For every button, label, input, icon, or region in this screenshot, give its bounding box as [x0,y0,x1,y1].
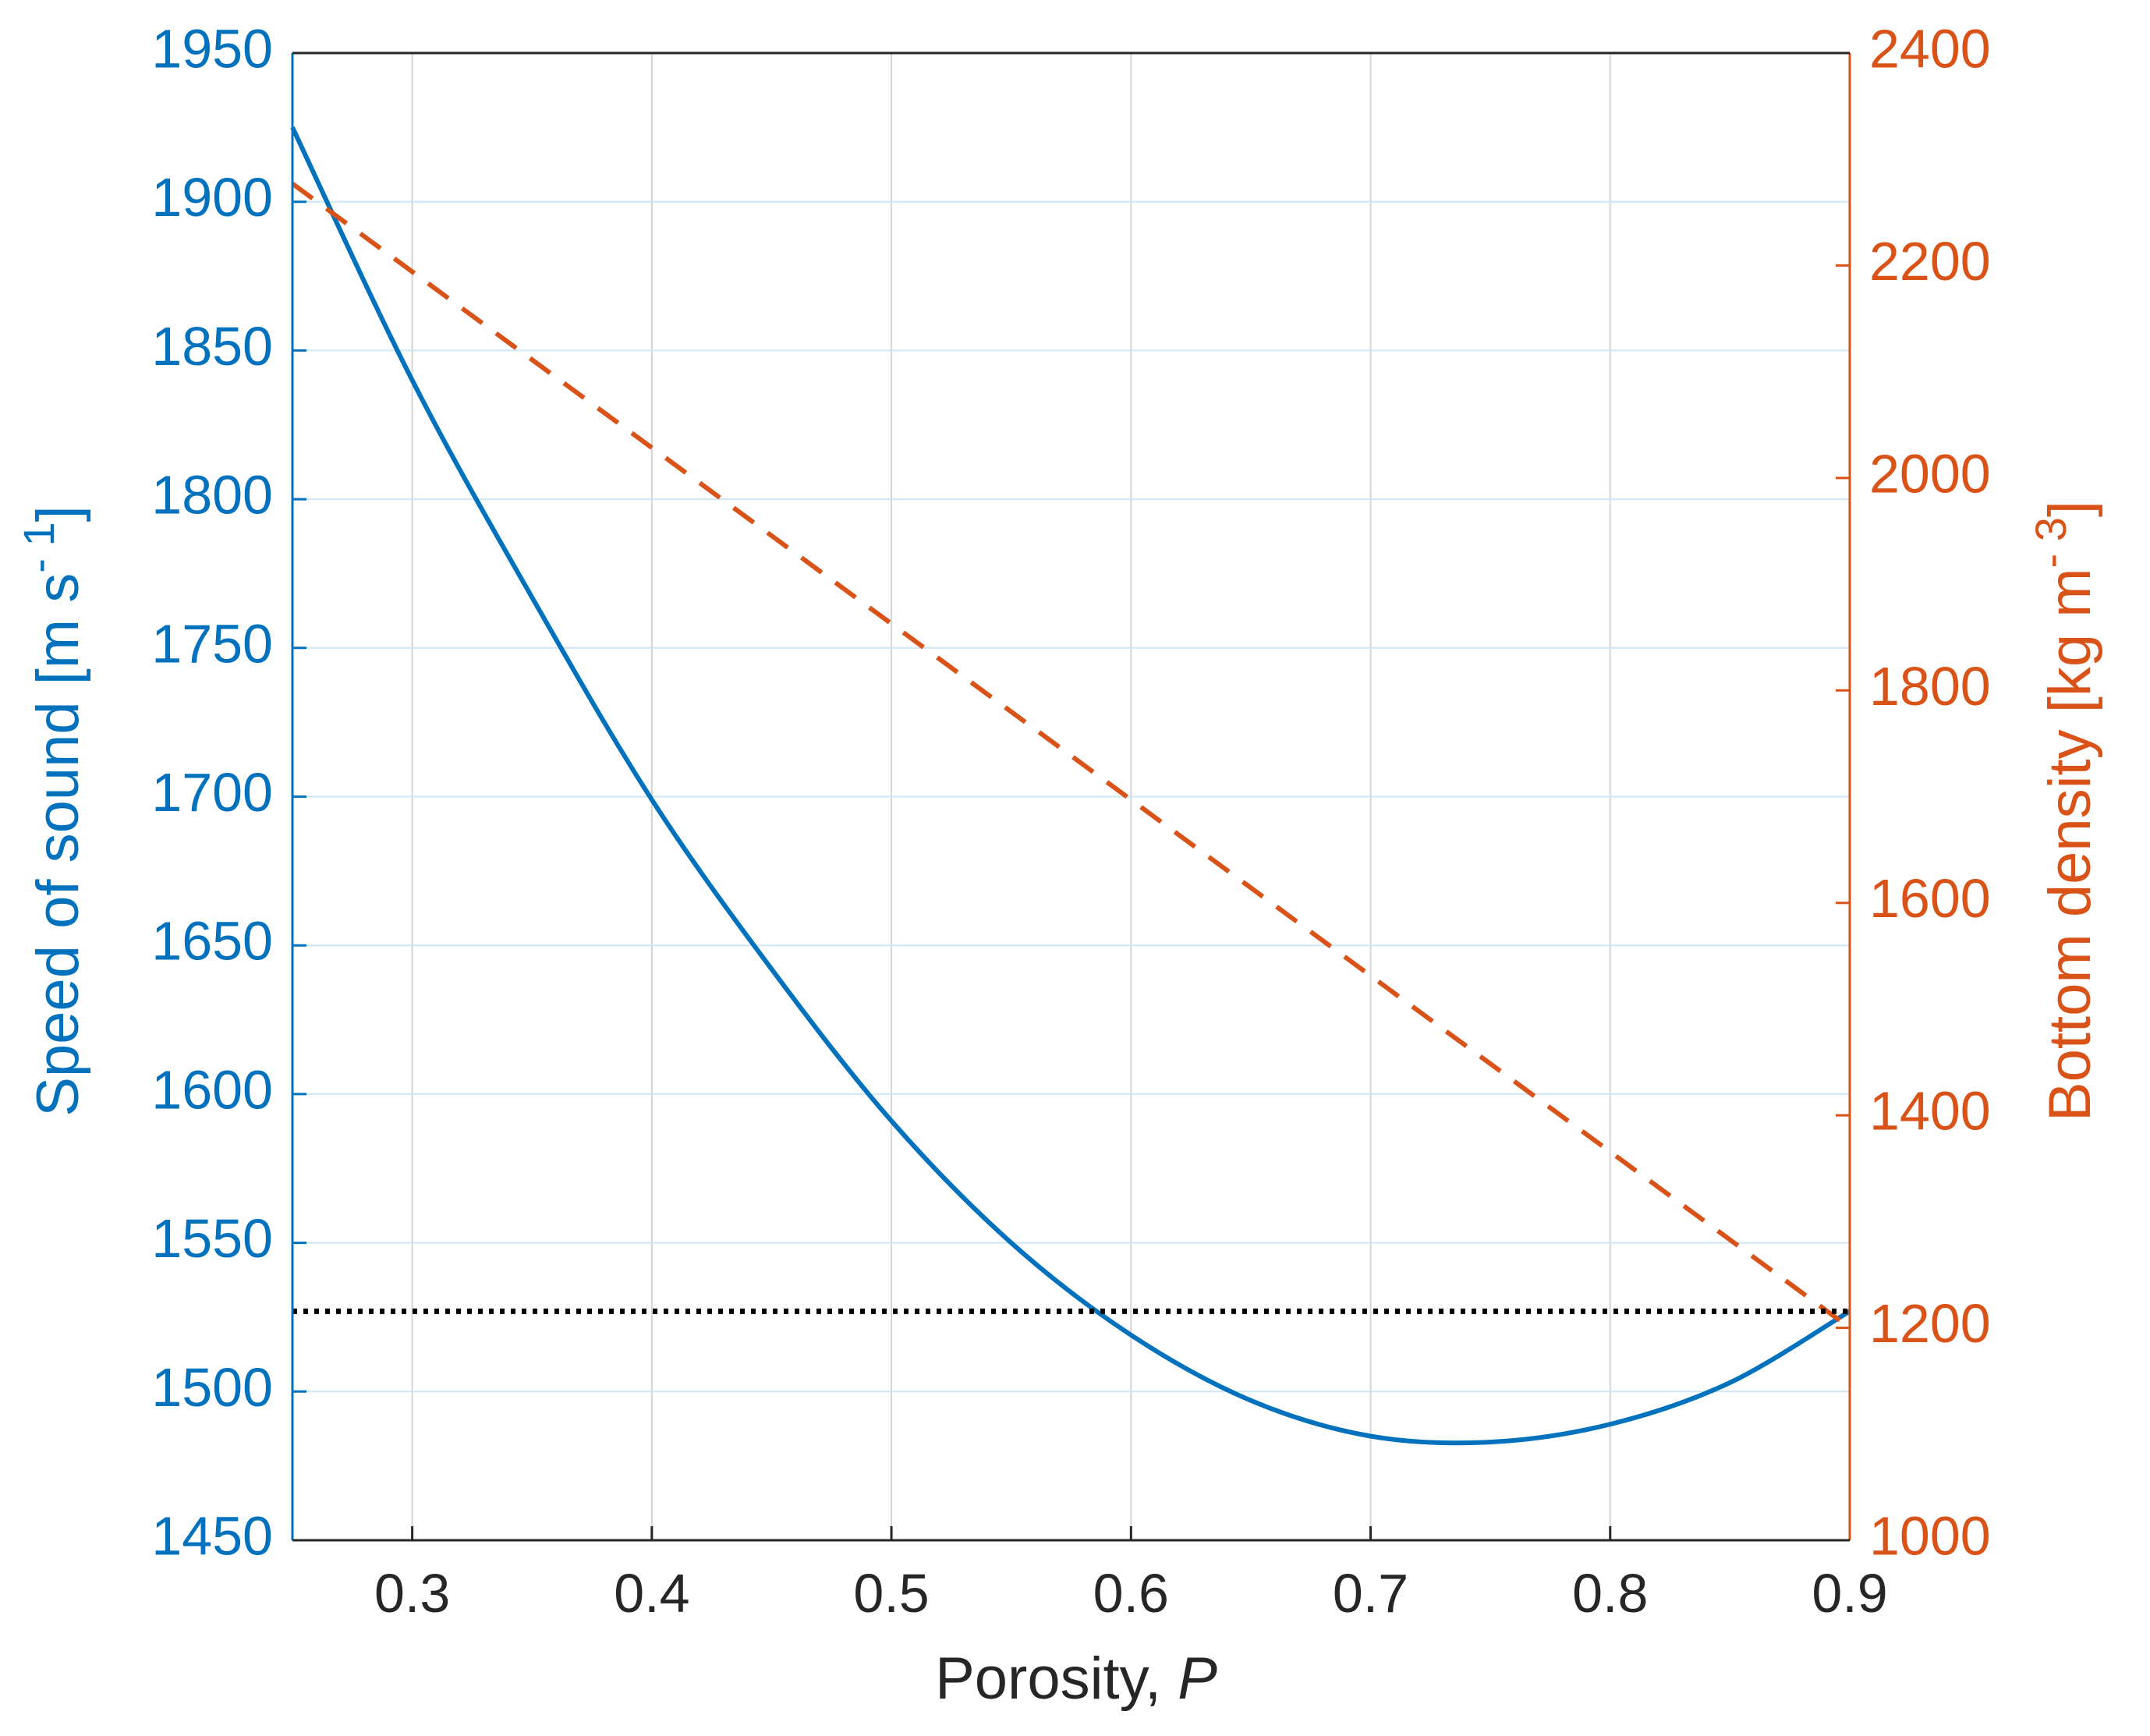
left-tick-label: 1650 [151,911,273,972]
left-tick-label: 1450 [151,1505,273,1566]
left-axis-title: Speed of sound [m s- 1] [14,505,92,1117]
left-tick-label: 1550 [151,1208,273,1269]
right-tick-label: 1800 [1869,656,1991,717]
left-tick-label: 1800 [151,465,273,526]
x-tick-label: 0.9 [1812,1563,1887,1624]
left-axis-title-text: Speed of sound [m s [25,573,91,1117]
left-tick-label: 1600 [151,1059,273,1120]
left-axis-title-close: ] [25,505,91,522]
right-tick-label: 1000 [1869,1505,1991,1566]
tick-labels: 0.3 0.4 0.5 0.6 0.7 0.8 0.9 1450 1500 1550 1600 165… [151,18,1990,1624]
x-axis-title-variable: P [1178,1646,1217,1712]
right-tick-label: 1200 [1869,1293,1991,1354]
density-series-line [291,182,1851,1330]
right-axis-title: Bottom density [kg m- 3] [2026,501,2104,1121]
grid [292,52,1851,1541]
right-axis-title-close: ] [2037,501,2103,517]
left-tick-label: 1700 [151,762,273,823]
right-axis-title-exponent: - 3 [2026,517,2075,568]
axes [291,51,1851,1542]
right-tick-label: 2400 [1869,18,1991,79]
x-tick-label: 0.8 [1572,1563,1648,1624]
right-tick-label: 1600 [1869,868,1991,929]
sound-speed-series-line [290,126,1851,1446]
x-tick-label: 0.4 [614,1563,689,1624]
x-tick-label: 0.7 [1333,1563,1408,1624]
left-tick-label: 1950 [151,18,273,79]
right-axis-title-text: Bottom density [kg m [2037,568,2103,1121]
x-axis-title: Porosity, P [935,1646,1217,1712]
left-tick-label: 1850 [151,316,273,377]
right-tick-label: 2200 [1869,231,1991,292]
left-tick-label: 1500 [151,1357,273,1418]
plot-area [290,126,1851,1446]
x-axis-title-text: Porosity, [935,1646,1178,1712]
left-tick-label: 1750 [151,613,273,674]
right-tick-label: 1400 [1869,1081,1991,1142]
x-tick-label: 0.3 [374,1563,450,1624]
x-tick-label: 0.6 [1093,1563,1169,1624]
left-tick-label: 1900 [151,167,273,228]
left-axis-title-exponent: - 1 [14,522,63,572]
right-tick-label: 2000 [1869,443,1991,504]
x-tick-label: 0.5 [853,1563,929,1624]
